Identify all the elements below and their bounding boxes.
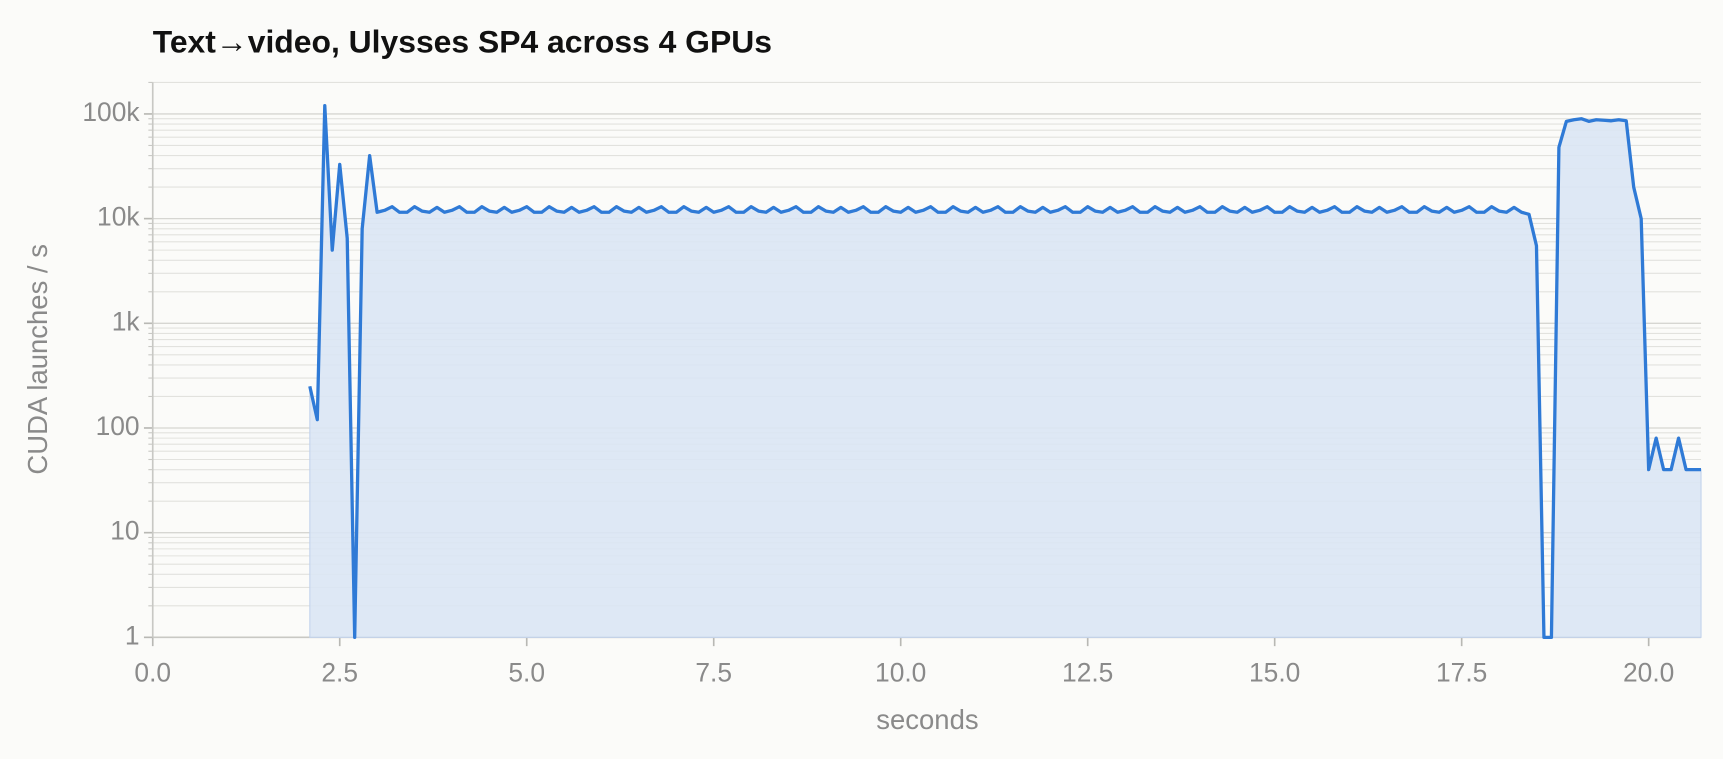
- chart-title: Text→video, Ulysses SP4 across 4 GPUs: [153, 23, 772, 59]
- y-tick-label: 10: [110, 516, 139, 546]
- x-tick-label: 0.0: [134, 658, 171, 688]
- y-tick-label: 100: [96, 411, 140, 441]
- y-tick-label: 100k: [82, 97, 140, 127]
- x-tick-label: 12.5: [1062, 658, 1113, 688]
- x-tick-label: 15.0: [1249, 658, 1300, 688]
- x-tick-label: 5.0: [508, 658, 545, 688]
- y-tick-label: 1: [125, 620, 140, 650]
- y-tick-label: 10k: [97, 202, 140, 232]
- x-tick-label: 20.0: [1623, 658, 1674, 688]
- y-axis-label: CUDA launches / s: [22, 244, 53, 475]
- x-tick-label: 17.5: [1436, 658, 1487, 688]
- y-tick-label: 1k: [112, 306, 141, 336]
- x-tick-label: 10.0: [875, 658, 926, 688]
- line: [308, 103, 1702, 639]
- x-axis-label: seconds: [876, 704, 978, 735]
- x-tick-label: 7.5: [695, 658, 732, 688]
- x-tick-label: 2.5: [321, 658, 358, 688]
